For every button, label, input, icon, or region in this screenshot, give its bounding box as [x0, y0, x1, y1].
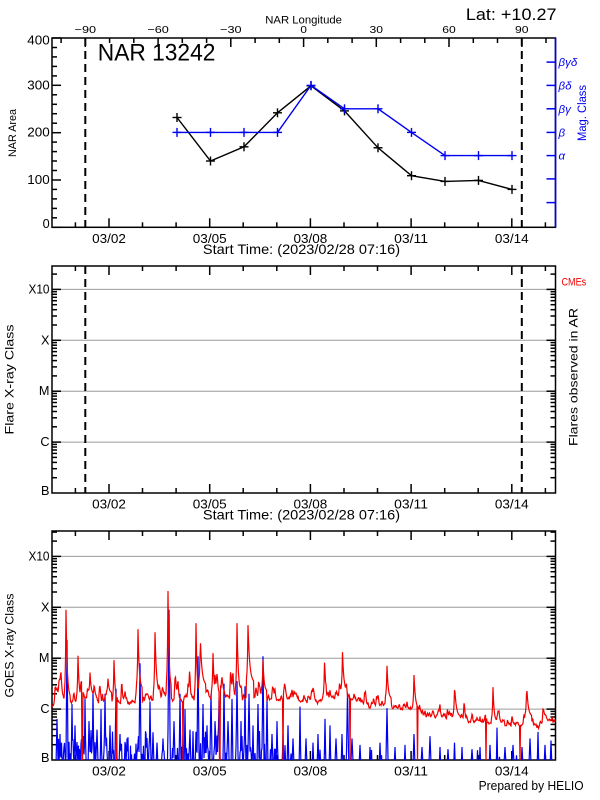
svg-text:X10: X10 — [29, 549, 50, 563]
svg-text:β: β — [558, 127, 566, 139]
svg-text:B: B — [41, 751, 49, 765]
svg-text:α: α — [559, 151, 566, 163]
svg-text:C: C — [40, 435, 49, 449]
svg-text:Mag. Class: Mag. Class — [577, 85, 589, 141]
svg-text:03/11: 03/11 — [394, 498, 428, 512]
svg-text:03/14: 03/14 — [495, 765, 529, 779]
svg-text:400: 400 — [27, 34, 49, 48]
svg-text:200: 200 — [27, 126, 49, 140]
svg-text:03/08: 03/08 — [294, 498, 328, 512]
svg-text:NAR 13242: NAR 13242 — [98, 39, 216, 66]
svg-text:30: 30 — [370, 24, 384, 36]
svg-text:βγδ: βγδ — [558, 57, 578, 69]
svg-text:60: 60 — [442, 24, 456, 36]
svg-text:C: C — [40, 702, 49, 716]
svg-text:Flare X-ray Class: Flare X-ray Class — [3, 325, 17, 435]
svg-text:GOES X-ray Class: GOES X-ray Class — [3, 594, 17, 698]
svg-text:03/02: 03/02 — [92, 765, 126, 779]
svg-text:03/02: 03/02 — [92, 232, 126, 246]
svg-text:CMEs: CMEs — [562, 277, 587, 289]
svg-text:NAR Longitude: NAR Longitude — [265, 15, 342, 27]
svg-text:Flares observed in AR: Flares observed in AR — [567, 308, 581, 446]
svg-text:03/05: 03/05 — [193, 498, 227, 512]
svg-text:Lat: +10.27: Lat: +10.27 — [466, 6, 557, 24]
svg-text:NAR Area: NAR Area — [7, 108, 19, 157]
svg-text:X: X — [41, 600, 50, 614]
svg-text:βδ: βδ — [558, 80, 573, 92]
svg-text:0: 0 — [300, 24, 307, 36]
svg-text:0: 0 — [43, 217, 50, 231]
svg-text:X10: X10 — [29, 282, 50, 296]
svg-text:03/14: 03/14 — [495, 498, 529, 512]
svg-text:03/02: 03/02 — [92, 498, 126, 512]
svg-text:M: M — [39, 384, 50, 398]
svg-text:M: M — [39, 651, 50, 665]
svg-text:90: 90 — [515, 24, 529, 36]
svg-text:−30: −30 — [220, 24, 242, 36]
svg-text:03/11: 03/11 — [394, 765, 428, 779]
svg-text:Start Time: (2023/02/28 07:16): Start Time: (2023/02/28 07:16) — [203, 241, 400, 257]
svg-text:03/08: 03/08 — [294, 765, 328, 779]
svg-text:X: X — [41, 333, 50, 347]
svg-text:Prepared by HELIO: Prepared by HELIO — [479, 779, 584, 793]
svg-text:300: 300 — [27, 78, 49, 92]
svg-text:100: 100 — [27, 173, 49, 187]
svg-text:03/05: 03/05 — [193, 765, 227, 779]
svg-text:03/11: 03/11 — [394, 232, 428, 246]
svg-text:Start Time: (2023/02/28 07:16): Start Time: (2023/02/28 07:16) — [203, 507, 400, 523]
svg-text:−90: −90 — [75, 24, 97, 36]
svg-text:03/14: 03/14 — [495, 232, 529, 246]
svg-text:−60: −60 — [147, 24, 169, 36]
svg-text:03/08: 03/08 — [294, 232, 328, 246]
svg-text:B: B — [41, 484, 49, 498]
svg-text:βγ: βγ — [558, 104, 573, 116]
svg-text:03/05: 03/05 — [193, 232, 227, 246]
